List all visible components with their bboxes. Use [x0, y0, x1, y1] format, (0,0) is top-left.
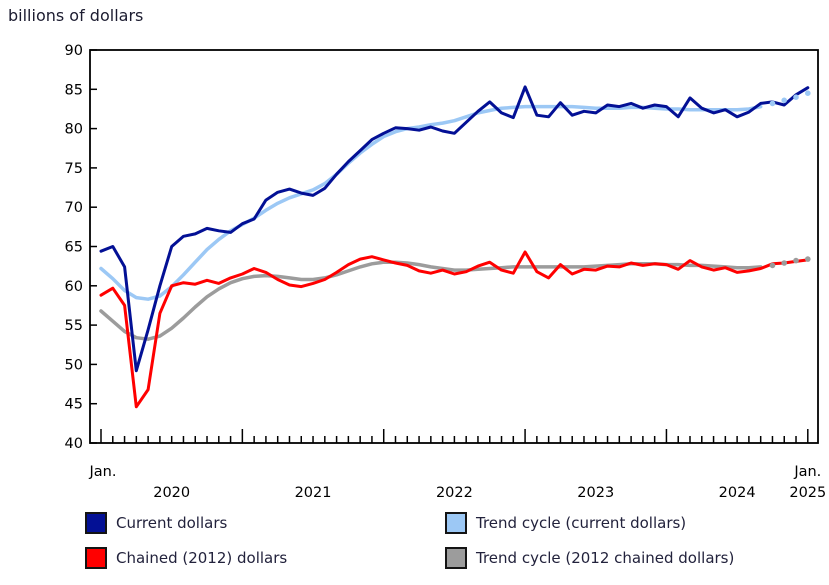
trend-dot-trend_cycle_chained — [805, 256, 811, 262]
y-tick-label: 80 — [65, 122, 83, 138]
y-tick-label: 85 — [65, 82, 83, 98]
y-tick-label: 55 — [65, 318, 83, 334]
legend-label-chained-dollars: Chained (2012) dollars — [116, 549, 288, 567]
y-tick-label: 65 — [65, 240, 83, 256]
trend-dot-trend_cycle_current — [781, 97, 787, 104]
x-label-year: 2023 — [577, 485, 614, 501]
y-tick-label: 50 — [65, 357, 83, 373]
chart-title: billions of dollars — [8, 6, 144, 25]
trend-dotted-tails — [769, 90, 811, 269]
y-tick-label: 40 — [65, 436, 83, 452]
legend-swatch-chained-dollars — [85, 547, 107, 569]
legend-item-trend-current: Trend cycle (current dollars) — [445, 512, 686, 534]
y-tick-label: 70 — [65, 200, 83, 216]
trend-dot-trend_cycle_chained — [769, 262, 776, 269]
legend-swatch-trend-chained — [445, 547, 467, 569]
legend-label-current-dollars: Current dollars — [116, 514, 228, 532]
line-chart: 90 85 80 75 70 65 60 55 50 45 40 Jan. 2020 2021 2022 20… — [65, 43, 827, 501]
axis-labels: 90 85 80 75 70 65 60 55 50 45 40 Jan. 2020 2021 2022 20… — [65, 43, 827, 501]
x-label-year: 2020 — [153, 485, 190, 501]
x-label-jan-end: Jan. — [793, 464, 821, 480]
legend-swatch-current-dollars — [85, 512, 107, 534]
legend-swatch-trend-current — [445, 512, 467, 534]
series-line-chained_2012_dollars — [99, 250, 810, 409]
trend-dot-trend_cycle_current — [769, 100, 776, 107]
x-label-year: 2024 — [719, 485, 756, 501]
y-tick-label: 90 — [65, 43, 83, 59]
legend-label-trend-chained: Trend cycle (2012 chained dollars) — [476, 549, 735, 567]
trend-lines — [99, 104, 763, 341]
trend-dot-trend_cycle_chained — [781, 260, 787, 266]
main-lines — [99, 85, 810, 409]
legend-item-current-dollars: Current dollars — [85, 512, 227, 534]
x-label-year: 2022 — [436, 485, 473, 501]
series-line-current_dollars — [99, 85, 810, 373]
legend-label-trend-current: Trend cycle (current dollars) — [476, 514, 687, 532]
axes — [89, 49, 819, 444]
trend-dot-trend_cycle_current — [805, 90, 811, 96]
series-line-trend_cycle_current — [99, 104, 763, 301]
trend-dot-trend_cycle_chained — [793, 257, 799, 264]
legend-item-chained-dollars: Chained (2012) dollars — [85, 547, 287, 569]
x-label-jan-start: Jan. — [89, 464, 117, 480]
y-tick-label: 75 — [65, 161, 83, 177]
y-tick-label: 60 — [65, 279, 83, 295]
trend-dot-trend_cycle_current — [793, 94, 799, 100]
x-label-end-year: 2025 — [789, 485, 826, 501]
legend-item-trend-chained: Trend cycle (2012 chained dollars) — [445, 547, 734, 569]
y-tick-label: 45 — [65, 397, 83, 413]
x-label-year: 2021 — [295, 485, 332, 501]
